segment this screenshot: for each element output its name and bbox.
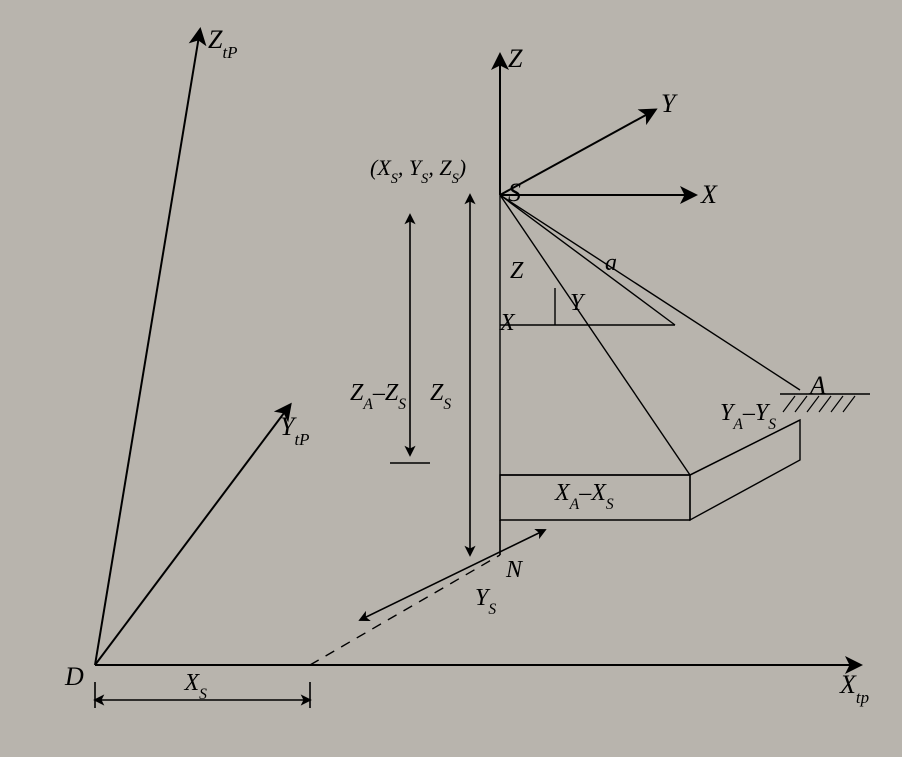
label-dim-Ys: YS	[475, 585, 496, 618]
local-axes-S: Z X Y S (XS, YS, ZS)	[370, 44, 718, 209]
box-side-face	[690, 420, 800, 520]
dim-Zs: ZS	[430, 195, 470, 555]
projection-dashed	[95, 555, 500, 665]
dim-Xs: XS	[95, 670, 310, 708]
label-axis-Y-tp: YtP	[280, 412, 309, 449]
box-top-face	[500, 420, 800, 475]
label-N: N	[505, 557, 524, 583]
label-Y-small: Y	[570, 290, 586, 316]
label-axis-X-tp: Xtp	[839, 670, 869, 707]
ray-S-corner-1	[500, 195, 675, 325]
axis-Y-tp	[95, 405, 290, 665]
ground-box: XA–XS YA–YS	[500, 400, 800, 520]
label-axis-X: X	[700, 180, 718, 209]
dim-ZaZs: ZA–ZS	[350, 215, 430, 463]
coordinate-diagram: D ZtP Xtp YtP Z X Y S (XS, YS, ZS) N a Z…	[0, 0, 902, 757]
label-dim-Xs: XS	[184, 670, 208, 703]
label-Ya-Ys: YA–YS	[720, 400, 776, 433]
outer-axes: D ZtP Xtp YtP	[64, 25, 869, 707]
label-S-coord: (XS, YS, ZS)	[370, 155, 466, 187]
dash-line-2	[310, 555, 500, 665]
label-axis-Z-tp: ZtP	[208, 25, 237, 62]
label-axis-Z: Z	[508, 44, 523, 73]
label-Z-small: Z	[510, 258, 524, 284]
label-D: D	[64, 662, 84, 691]
label-a: a	[605, 250, 617, 276]
label-axis-Y: Y	[661, 89, 678, 118]
label-X-small: X	[499, 310, 516, 336]
axis-Y	[500, 110, 655, 195]
point-A-group: A	[780, 371, 870, 412]
axis-Z-tp	[95, 30, 200, 665]
label-dim-Zs: ZS	[430, 380, 451, 413]
ray-S-box-corner	[500, 195, 690, 475]
label-A: A	[808, 371, 826, 400]
label-Xa-Xs: XA–XS	[554, 480, 614, 513]
label-dim-ZaZs: ZA–ZS	[350, 380, 406, 413]
image-plane: a Z X Y	[499, 195, 800, 390]
ray-S-A	[500, 195, 800, 390]
